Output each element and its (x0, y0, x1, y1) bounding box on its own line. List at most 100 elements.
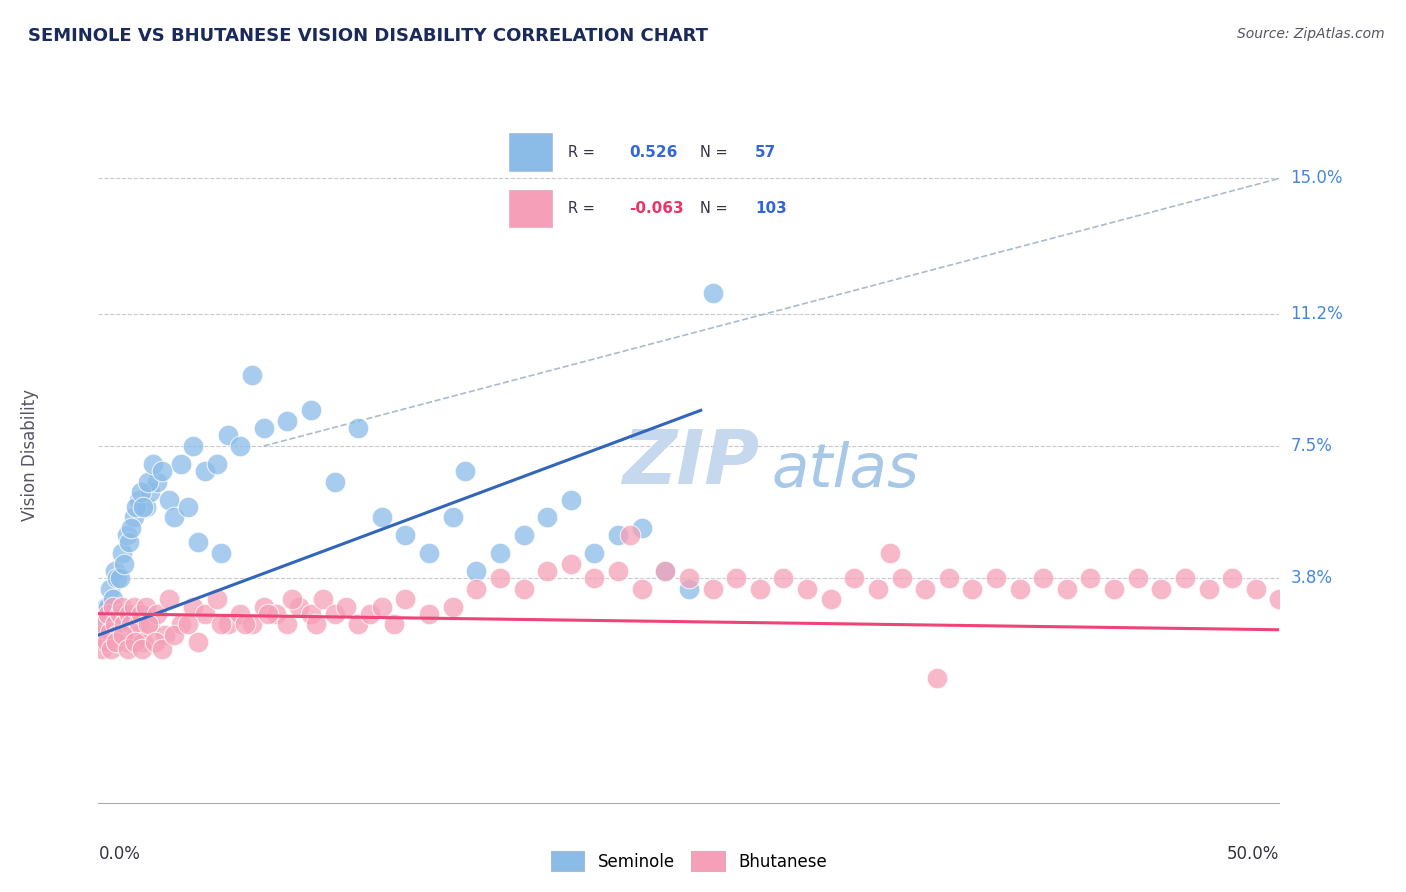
Point (91, 617, 114, 632)
Point (104, 564, 127, 578)
Point (233, 617, 256, 632)
Text: Source: ZipAtlas.com: Source: ZipAtlas.com (1237, 27, 1385, 41)
Point (465, 582, 488, 596)
Point (583, 571, 606, 585)
Point (264, 607, 287, 621)
Point (394, 528, 416, 542)
Point (91, 642, 114, 657)
Point (104, 617, 127, 632)
Point (115, 528, 138, 542)
Point (305, 617, 328, 632)
Point (115, 635, 138, 649)
Point (772, 571, 794, 585)
Point (382, 617, 405, 632)
Point (465, 564, 488, 578)
Text: Vision Disability: Vision Disability (21, 389, 39, 521)
Point (323, 607, 346, 621)
Point (98, 624, 121, 639)
Point (121, 617, 143, 632)
Point (536, 564, 558, 578)
Point (121, 521, 143, 535)
Point (91, 617, 114, 632)
Point (914, 582, 936, 596)
Point (112, 557, 135, 571)
Point (820, 592, 842, 607)
Point (299, 403, 322, 417)
Point (139, 485, 162, 500)
Point (98, 582, 121, 596)
Point (240, 368, 263, 382)
Text: 50.0%: 50.0% (1227, 845, 1279, 863)
Point (312, 592, 335, 607)
Point (146, 607, 169, 621)
Point (654, 564, 676, 578)
Point (583, 546, 606, 560)
Point (125, 628, 148, 642)
Point (748, 582, 770, 596)
Point (170, 617, 193, 632)
Point (101, 592, 124, 607)
Point (112, 617, 135, 632)
Point (122, 510, 145, 524)
Point (1268, 592, 1291, 607)
Point (163, 510, 186, 524)
Point (418, 546, 440, 560)
Point (879, 546, 901, 560)
Point (453, 464, 475, 478)
Point (181, 439, 204, 453)
Point (890, 571, 912, 585)
Point (105, 571, 128, 585)
Point (630, 521, 652, 535)
Point (217, 428, 239, 442)
Point (90, 628, 112, 642)
Point (796, 582, 818, 596)
Point (560, 492, 582, 507)
Point (1080, 571, 1102, 585)
Point (122, 599, 145, 614)
Point (143, 635, 166, 649)
Point (153, 628, 176, 642)
Point (97, 599, 120, 614)
Point (702, 582, 724, 596)
Point (124, 635, 146, 649)
Point (1126, 571, 1149, 585)
Text: 7.5%: 7.5% (1291, 437, 1333, 455)
Point (94, 599, 117, 614)
Point (101, 599, 124, 614)
Point (181, 599, 204, 614)
Point (150, 642, 173, 657)
Text: SEMINOLE VS BHUTANESE VISION DISABILITY CORRELATION CHART: SEMINOLE VS BHUTANESE VISION DISABILITY … (28, 27, 709, 45)
Point (1220, 571, 1243, 585)
Point (105, 628, 128, 642)
Point (97, 607, 120, 621)
Point (962, 582, 984, 596)
Point (187, 535, 209, 549)
Point (240, 617, 263, 632)
Point (371, 510, 394, 524)
Point (607, 564, 630, 578)
Point (418, 607, 440, 621)
Point (925, 671, 948, 685)
Point (359, 607, 381, 621)
Text: atlas: atlas (772, 442, 920, 500)
Point (132, 500, 155, 514)
Text: 11.2%: 11.2% (1291, 305, 1343, 323)
Point (276, 414, 298, 428)
Point (253, 599, 276, 614)
Text: 0.0%: 0.0% (98, 845, 141, 863)
Point (177, 617, 200, 632)
Point (630, 582, 652, 596)
Point (725, 571, 748, 585)
Point (489, 546, 512, 560)
Point (111, 599, 134, 614)
Point (229, 607, 252, 621)
Point (288, 599, 311, 614)
Point (347, 617, 370, 632)
Point (136, 617, 159, 632)
Point (938, 571, 960, 585)
Point (560, 557, 582, 571)
Point (118, 607, 141, 621)
Point (128, 617, 150, 632)
Point (205, 457, 228, 471)
Point (194, 607, 217, 621)
